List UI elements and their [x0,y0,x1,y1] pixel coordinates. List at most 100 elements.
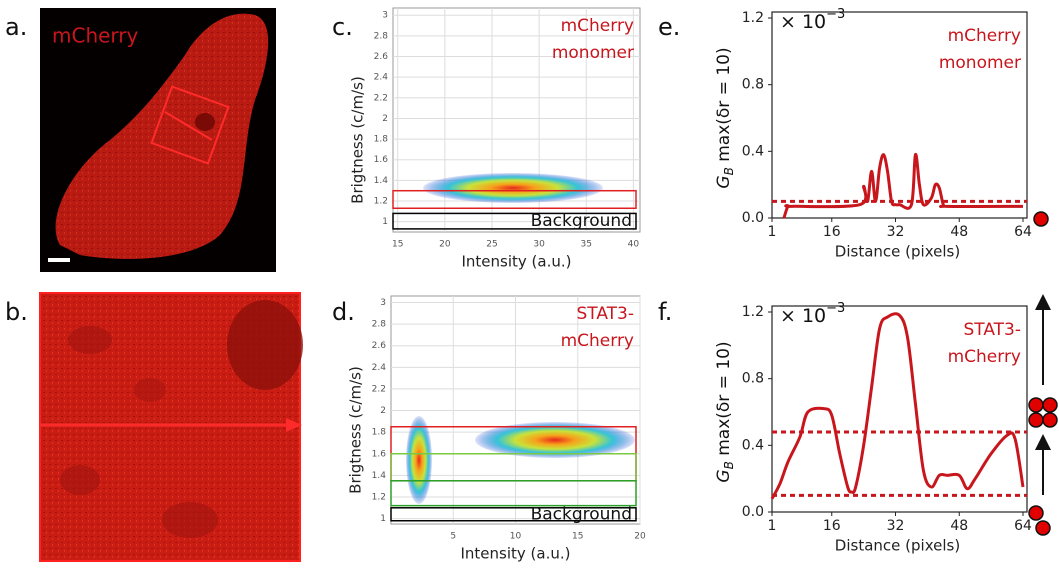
profile-line [782,153,1024,219]
plot-frame [771,11,1028,219]
x-tick-label: 40 [628,240,640,250]
plot-frame [771,305,1028,513]
x-tick-label: 30 [533,240,545,250]
x-tick-label: 16 [823,224,841,240]
x-tick-label: 32 [887,224,905,240]
y-axis-label: GB max(δr = 10) [714,341,736,482]
y-label-sub: B [722,461,736,469]
x-axis-label: Distance (pixels) [835,537,960,555]
multiplier: × 10−3 [780,7,845,33]
y-tick-label: 0.4 [742,143,764,159]
y-tick-label: 2.4 [374,73,389,83]
profile-line [770,312,1025,500]
y-tick-label: 0.8 [742,77,764,93]
multiplier-exp: −3 [826,7,845,22]
panel-label: b. [5,298,28,326]
y-tick-label: 1 [380,514,386,524]
y-tick-label: 0.4 [742,437,764,453]
gate-label: Background [531,504,632,524]
y-axis-label: Brigtness (c/m/s) [347,366,365,494]
panel-label: f. [658,298,672,326]
y-tick-label: 0.0 [742,210,764,226]
y-tick-label: 2.6 [372,341,387,351]
y-tick-label: 2.6 [374,52,389,62]
panel-label: d. [332,298,355,326]
multiplier-base: × 10 [780,305,826,327]
panel: 1 16 32 48 64 0.0 0.4 0.8 1.2 × 10−3 Distance (pix… [714,7,1032,261]
gate [390,480,637,507]
annotation: mCherry [561,16,634,36]
panel: 5 10 15 20 1 1.2 1.4 1.6 1.8 2 2.2 2.4 2.6 2.8 3 Backgr… [347,295,646,563]
multiplier-exp: −3 [826,301,845,316]
panel-label: e. [658,13,680,41]
micrograph-b [39,292,303,562]
x-tick-label: 10 [510,532,522,542]
x-tick-label: 48 [950,224,968,240]
y-tick-label: 1.2 [372,492,386,502]
y-axis-label: Brigtness (c/m/s) [349,76,367,204]
x-tick-label: 64 [1014,224,1032,240]
y-tick-label: 1 [382,217,388,227]
multiplier-base: × 10 [780,11,826,33]
density-cloud [475,422,635,458]
x-tick-label: 1 [768,518,777,534]
y-tick-label: 3 [382,11,388,21]
y-tick-label: 1.6 [372,449,387,459]
y-tick-label: 1.6 [374,155,389,165]
x-tick-label: 20 [439,240,451,250]
y-tick-label: 2.4 [372,363,387,373]
image-label: mCherry [52,24,139,48]
panel: 1 16 32 48 64 0.0 0.4 0.8 1.2 × 10−3 Distance (pix… [714,301,1032,555]
x-axis-label: Intensity (a.u.) [462,253,572,271]
y-tick-label: 2 [382,114,388,124]
y-tick-label: 0.0 [742,504,764,520]
y-label-rest: max(δr = 10) [714,341,734,461]
annotation: monomer [552,43,634,63]
x-tick-label: 15 [392,240,403,250]
gate [392,189,637,210]
annotation: monomer [939,53,1021,73]
x-tick-label: 15 [572,532,583,542]
annotation: STAT3- [577,304,635,324]
y-tick-label: 1.2 [742,10,764,26]
y-label-sub: B [722,167,736,175]
y-tick-label: 1.4 [374,176,389,186]
x-tick-label: 35 [581,240,592,250]
y-tick-label: 0.8 [742,371,764,387]
x-tick-label: 20 [634,532,646,542]
y-label-main: G [714,469,734,482]
y-tick-label: 2.8 [374,31,389,41]
y-tick-label: 1.2 [742,304,764,320]
panel-label: c. [332,13,353,41]
x-tick-label: 64 [1014,518,1032,534]
y-label-main: G [714,175,734,188]
y-tick-label: 2.2 [372,384,386,394]
x-tick-label: 25 [486,240,497,250]
density-cloud [423,173,603,203]
x-tick-label: 1 [768,224,777,240]
annotation: mCherry [948,26,1021,46]
y-tick-label: 1.8 [374,135,389,145]
y-tick-label: 2.2 [374,93,388,103]
x-tick-label: 48 [950,518,968,534]
y-tick-label: 2 [380,406,386,416]
panel-label: a. [5,13,27,41]
gate-label: Background [531,211,632,231]
annotation: mCherry [561,331,634,351]
density-cloud [406,416,432,504]
x-tick-label: 32 [887,518,905,534]
multiplier: × 10−3 [780,301,845,327]
y-tick-label: 1.4 [372,471,387,481]
x-axis-label: Distance (pixels) [835,243,960,261]
y-label-rest: max(δr = 10) [714,47,734,167]
annotation: mCherry [948,347,1021,367]
y-tick-label: 2.8 [372,320,387,330]
x-axis-label: Intensity (a.u.) [461,545,571,563]
y-tick-label: 1.8 [372,428,387,438]
y-tick-label: 3 [380,298,386,308]
gate [392,212,637,230]
micrograph-a [40,8,276,272]
gate [390,507,637,522]
panel: 15 20 25 30 35 40 1 1.2 1.4 1.6 1.8 2 2.2 2.4 2.6 2.8 3 B… [349,7,641,271]
